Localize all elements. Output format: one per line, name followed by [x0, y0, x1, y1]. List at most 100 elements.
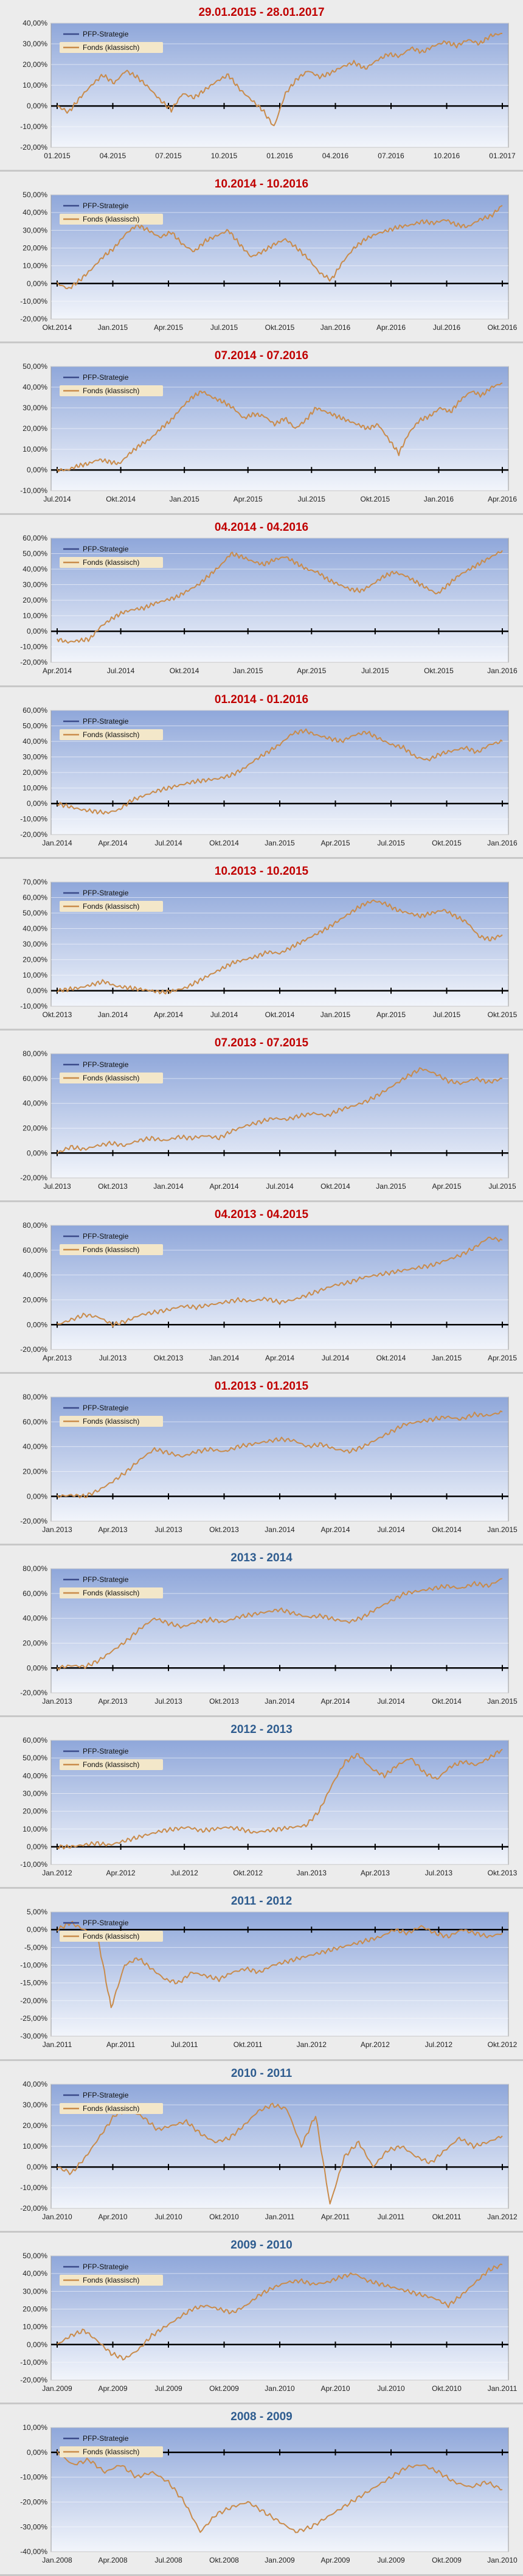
- x-tick-label: Apr.2015: [376, 1010, 406, 1019]
- x-tick-label: Jul.2013: [425, 1869, 453, 1877]
- chart-title: 29.01.2015 - 28.01.2017: [198, 6, 325, 19]
- legend: PFP-Strategie Fonds (klassisch): [60, 2263, 163, 2286]
- line-chart: 40,00% 30,00% 20,00% 10,00% 0,00% -10,00% -20,…: [20, 19, 516, 160]
- chart-panel: 10.2014 - 10.2016 50,00% 40,00% 30,00% 20,00…: [0, 172, 523, 344]
- chart-title: 07.2014 - 07.2016: [214, 349, 309, 363]
- x-tick-label: Jul.2014: [377, 1525, 405, 1534]
- y-tick-label: -10,00%: [20, 297, 47, 306]
- legend-label: PFP-Strategie: [83, 1747, 129, 1755]
- y-tick-label: 80,00%: [23, 1564, 47, 1573]
- x-tick-label: Jan.2014: [98, 1010, 128, 1019]
- line-chart: 40,00% 30,00% 20,00% 10,00% 0,00% -10,00% -20,…: [20, 2080, 518, 2221]
- x-tick-label: Jan.2015: [233, 667, 263, 676]
- x-tick-label: Apr.2011: [106, 2041, 135, 2049]
- y-tick-label: 40,00%: [23, 737, 47, 746]
- y-tick-label: 40,00%: [23, 19, 47, 27]
- legend-label: PFP-Strategie: [83, 2091, 129, 2099]
- x-tick-label: Jan.2014: [265, 1525, 295, 1534]
- chart-title: 04.2013 - 04.2015: [214, 1208, 309, 1221]
- y-tick-label: 10,00%: [23, 445, 47, 453]
- y-tick-label: 20,00%: [23, 2305, 47, 2313]
- x-tick-label: Okt.2014: [376, 1354, 406, 1362]
- legend-label: Fonds (klassisch): [83, 730, 139, 739]
- y-tick-label: 80,00%: [23, 1221, 47, 1230]
- plot-area: [50, 194, 509, 320]
- line-chart: 5,00% 0,00% -5,00% -10,00% -15,00% -20,00% -25…: [20, 1908, 517, 2049]
- chart-panel: 04.2014 - 04.2016 60,00% 50,00% 40,00% 30,00…: [0, 515, 523, 687]
- y-tick-label: -20,00%: [20, 1689, 47, 1697]
- y-tick-label: 0,00%: [27, 279, 47, 288]
- y-tick-label: 80,00%: [23, 1393, 47, 1401]
- x-tick-label: Jan.2014: [209, 1354, 240, 1362]
- x-tick-label: Okt.2014: [432, 1697, 462, 1706]
- legend: PFP-Strategie Fonds (klassisch): [60, 1060, 163, 1083]
- x-tick-label: Jul.2014: [266, 1182, 294, 1191]
- legend-label: PFP-Strategie: [83, 889, 129, 897]
- chart-title: 01.2013 - 01.2015: [214, 1380, 309, 1393]
- x-tick-label: Apr.2010: [320, 2384, 350, 2393]
- x-tick-label: Apr.2009: [98, 2384, 127, 2393]
- y-tick-label: 20,00%: [23, 596, 47, 604]
- plot-area: [50, 2255, 509, 2381]
- x-tick-label: Okt.2013: [43, 1010, 72, 1019]
- y-tick-label: -10,00%: [20, 1961, 47, 1970]
- legend-label: Fonds (klassisch): [83, 1589, 139, 1597]
- series-line-fonds: [57, 32, 503, 127]
- y-tick-label: 20,00%: [23, 60, 47, 69]
- y-tick-label: -20,00%: [20, 143, 47, 152]
- x-tick-label: Okt.2014: [209, 839, 239, 847]
- x-tick-label: Okt.2013: [209, 1525, 239, 1534]
- legend-label: PFP-Strategie: [83, 2434, 129, 2443]
- x-tick-label: Jan.2010: [42, 2213, 72, 2221]
- legend: PFP-Strategie Fonds (klassisch): [60, 2091, 163, 2114]
- x-tick-label: Jul.2015: [377, 839, 405, 847]
- x-tick-label: Apr.2014: [265, 1354, 294, 1362]
- x-tick-label: Apr.2008: [98, 2556, 127, 2564]
- y-tick-label: 10,00%: [23, 81, 47, 89]
- legend-highlight: [60, 1931, 163, 1942]
- y-tick-label: 0,00%: [27, 102, 47, 110]
- x-tick-label: Jan.2011: [43, 2041, 72, 2049]
- x-tick-label: 10.2015: [211, 152, 238, 160]
- y-tick-label: 40,00%: [23, 1443, 47, 1451]
- x-tick-label: Apr.2014: [98, 839, 127, 847]
- x-tick-label: Jan.2013: [42, 1697, 72, 1706]
- x-tick-label: 01.2015: [44, 152, 71, 160]
- y-tick-label: 30,00%: [23, 226, 47, 234]
- x-tick-label: Jan.2009: [265, 2556, 295, 2564]
- x-tick-label: Okt.2015: [432, 839, 462, 847]
- y-tick-label: 0,00%: [27, 986, 47, 995]
- y-tick-label: 40,00%: [23, 924, 47, 933]
- x-tick-label: Jan.2014: [265, 1697, 295, 1706]
- y-tick-label: -20,00%: [20, 1345, 47, 1354]
- x-tick-label: Okt.2014: [432, 1525, 462, 1534]
- chart-title: 2013 - 2014: [230, 1552, 293, 1565]
- legend: PFP-Strategie Fonds (klassisch): [60, 201, 163, 225]
- series-line-fonds: [57, 1236, 503, 1328]
- line-chart: 80,00%60,00%40,00%20,00%0,00%-20,00%Jul.…: [20, 1049, 516, 1191]
- y-tick-label: 50,00%: [23, 362, 47, 371]
- x-tick-label: Okt.2015: [361, 495, 390, 503]
- y-tick-label: -10,00%: [20, 122, 47, 131]
- x-tick-label: Jul.2015: [210, 323, 238, 332]
- chart-title: 10.2013 - 10.2015: [214, 864, 309, 878]
- legend-highlight: [60, 42, 163, 53]
- x-tick-label: Jul.2008: [154, 2556, 182, 2564]
- series-line-fonds: [57, 899, 503, 995]
- line-chart: 10,00%0,00%-10,00%-20,00%-30,00%-40,00%J…: [20, 2423, 518, 2564]
- x-tick-label: Apr.2015: [432, 1182, 461, 1191]
- y-tick-label: 20,00%: [23, 1124, 47, 1132]
- y-tick-label: -20,00%: [20, 1997, 47, 2005]
- chart-panel: 10.2013 - 10.2015 70,00% 60,00% 50,00% 40,00…: [0, 858, 523, 1031]
- legend-highlight: [60, 1587, 163, 1599]
- y-tick-label: -20,00%: [20, 315, 47, 323]
- x-tick-label: Okt.2010: [432, 2384, 462, 2393]
- series-line-fonds: [57, 728, 503, 814]
- x-tick-label: Jan.2008: [42, 2556, 72, 2564]
- x-tick-label: Jul.2014: [107, 667, 135, 676]
- series-line-fonds: [57, 205, 503, 290]
- legend: PFP-Strategie Fonds (klassisch): [60, 717, 163, 740]
- plot-area: [50, 2427, 509, 2552]
- x-tick-label: Apr.2014: [320, 1697, 350, 1706]
- x-tick-label: Apr.2015: [488, 1354, 517, 1362]
